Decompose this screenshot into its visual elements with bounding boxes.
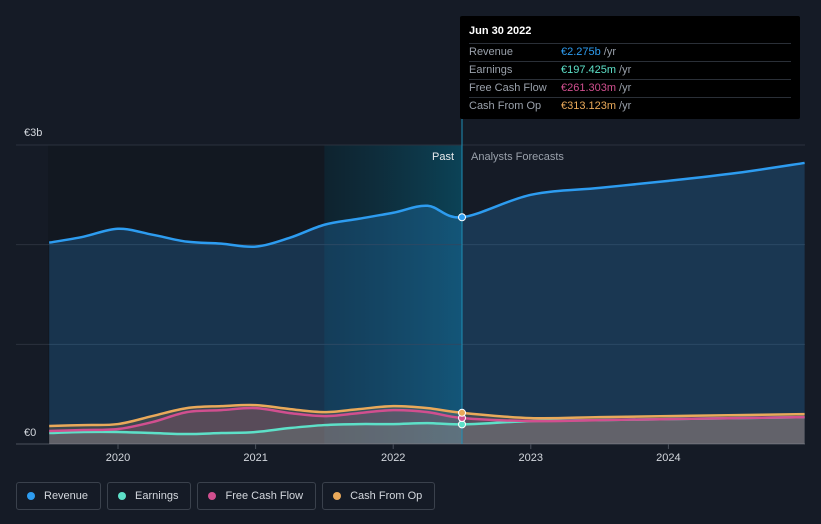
tooltip-date: Jun 30 2022 bbox=[469, 25, 532, 37]
tooltip-row-value: €197.425m bbox=[561, 64, 617, 76]
legend-dot-icon bbox=[118, 492, 127, 500]
highlight-markers bbox=[458, 213, 466, 429]
tooltip: Jun 30 2022 Revenue €2.275b/yr Earnings €19… bbox=[460, 16, 800, 119]
y-tick-top: €3b bbox=[24, 127, 42, 139]
series-areas bbox=[49, 162, 805, 444]
forecast-label: Analysts Forecasts bbox=[471, 151, 564, 163]
y-tick-bottom: €0 bbox=[24, 427, 36, 439]
tooltip-row-unit: /yr bbox=[619, 82, 632, 94]
legend-label: Earnings bbox=[135, 490, 179, 502]
tooltip-row-free-cash-flow: Free Cash Flow €261.303m/yr bbox=[469, 79, 791, 97]
tooltip-row-unit: /yr bbox=[603, 46, 616, 58]
tooltip-row-earnings: Earnings €197.425m/yr bbox=[469, 61, 791, 79]
legend-dot-icon bbox=[333, 492, 342, 500]
legend-item-earnings[interactable]: Earnings bbox=[107, 482, 192, 510]
tooltip-row-label: Cash From Op bbox=[469, 100, 542, 112]
cash-from-op-area bbox=[49, 404, 805, 444]
x-tick-label: 2020 bbox=[106, 452, 130, 464]
highlight-band bbox=[324, 145, 462, 444]
free-cash-flow-line bbox=[49, 406, 805, 433]
tooltip-row-unit: /yr bbox=[619, 100, 632, 112]
past-label: Past bbox=[432, 151, 454, 163]
tooltip-row-revenue: Revenue €2.275b/yr bbox=[469, 43, 791, 61]
tooltip-row-value: €313.123m bbox=[561, 100, 617, 112]
free-cash-flow-area bbox=[49, 408, 805, 444]
x-tick-label: 2021 bbox=[243, 452, 267, 464]
legend-dot-icon bbox=[208, 492, 217, 500]
series-lines bbox=[48, 161, 805, 436]
legend-item-revenue[interactable]: Revenue bbox=[16, 482, 102, 510]
legend-item-cash-from-op[interactable]: Cash From Op bbox=[322, 482, 436, 510]
legend-label: Revenue bbox=[44, 490, 89, 502]
revenue-marker[interactable] bbox=[458, 213, 466, 222]
x-tick-label: 2024 bbox=[656, 452, 680, 464]
tooltip-row-unit: /yr bbox=[619, 64, 632, 76]
x-axis-ticks: 2020 2021 2022 2023 2024 bbox=[106, 444, 681, 464]
tooltip-row-cash-from-op: Cash From Op €313.123m/yr bbox=[469, 97, 791, 115]
legend-dot-icon bbox=[27, 492, 35, 500]
legend-label: Free Cash Flow bbox=[225, 490, 304, 502]
legend-label: Cash From Op bbox=[350, 490, 423, 502]
cash-from-op-line bbox=[49, 403, 805, 428]
tooltip-row-value: €261.303m bbox=[561, 82, 617, 94]
legend-item-free-cash-flow[interactable]: Free Cash Flow bbox=[197, 482, 317, 510]
tooltip-row-label: Revenue bbox=[469, 46, 514, 58]
tooltip-row-label: Earnings bbox=[469, 64, 513, 76]
tooltip-row-value: €2.275b bbox=[561, 46, 601, 58]
revenue-line bbox=[48, 161, 805, 249]
earnings-area bbox=[49, 417, 805, 444]
revenue-area bbox=[49, 162, 805, 444]
x-tick-label: 2023 bbox=[519, 452, 543, 464]
x-tick-label: 2022 bbox=[381, 452, 405, 464]
tooltip-row-label: Free Cash Flow bbox=[469, 82, 547, 94]
legend: Revenue Earnings Free Cash Flow Cash From O… bbox=[16, 482, 436, 510]
cash-from-op-marker[interactable] bbox=[458, 408, 466, 417]
gridlines bbox=[16, 144, 805, 445]
